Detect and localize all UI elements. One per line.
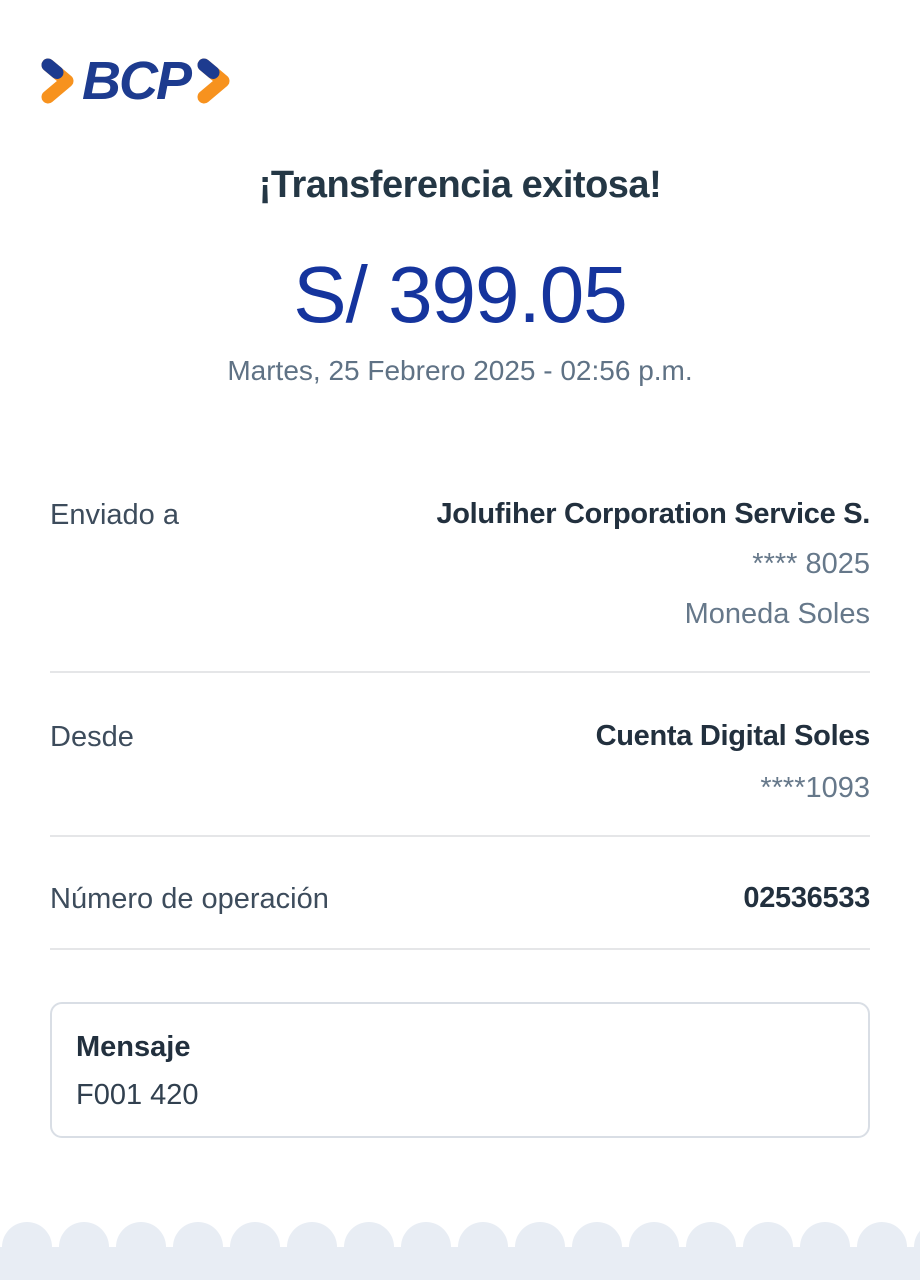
source-account-masked: ****1093 [760, 772, 870, 804]
message-value: F001 420 [76, 1079, 199, 1111]
divider [50, 671, 870, 673]
from-values: Cuenta Digital Soles ****1093 [595, 719, 871, 805]
from-label: Desde [50, 721, 134, 753]
sent-to-label: Enviado a [50, 499, 179, 531]
operation-number-value: 02536533 [743, 882, 870, 914]
bcp-chevron-right-icon [197, 58, 230, 104]
recipient-currency: Moneda Soles [684, 598, 870, 630]
transfer-amount: S/ 399.05 [293, 250, 628, 339]
receipt-scallop-band [0, 1247, 920, 1280]
operation-number-values: 02536533 [743, 881, 870, 915]
bcp-logo-text: BCP [82, 51, 192, 111]
transfer-datetime: Martes, 25 Febrero 2025 - 02:56 p.m. [227, 355, 693, 386]
transfer-details: Enviado a Jolufiher Corporation Service … [50, 497, 870, 950]
success-title: ¡Transferencia exitosa! [258, 164, 662, 206]
detail-row-sent-to: Enviado a Jolufiher Corporation Service … [50, 497, 870, 631]
message-label: Mensaje [76, 1031, 191, 1063]
recipient-account-masked: **** 8025 [752, 548, 870, 580]
detail-row-from: Desde Cuenta Digital Soles ****1093 [50, 719, 870, 805]
bcp-logo: BCP [36, 54, 920, 108]
source-account-name: Cuenta Digital Soles [595, 720, 871, 752]
detail-row-operation-number: Número de operación 02536533 [50, 881, 870, 916]
bcp-chevron-left-icon [41, 58, 74, 104]
divider [50, 948, 870, 950]
message-box: Mensaje F001 420 [50, 1002, 870, 1138]
sent-to-values: Jolufiher Corporation Service S. **** 80… [436, 497, 870, 631]
operation-number-label: Número de operación [50, 883, 329, 915]
divider [50, 835, 870, 837]
recipient-name: Jolufiher Corporation Service S. [436, 498, 870, 530]
